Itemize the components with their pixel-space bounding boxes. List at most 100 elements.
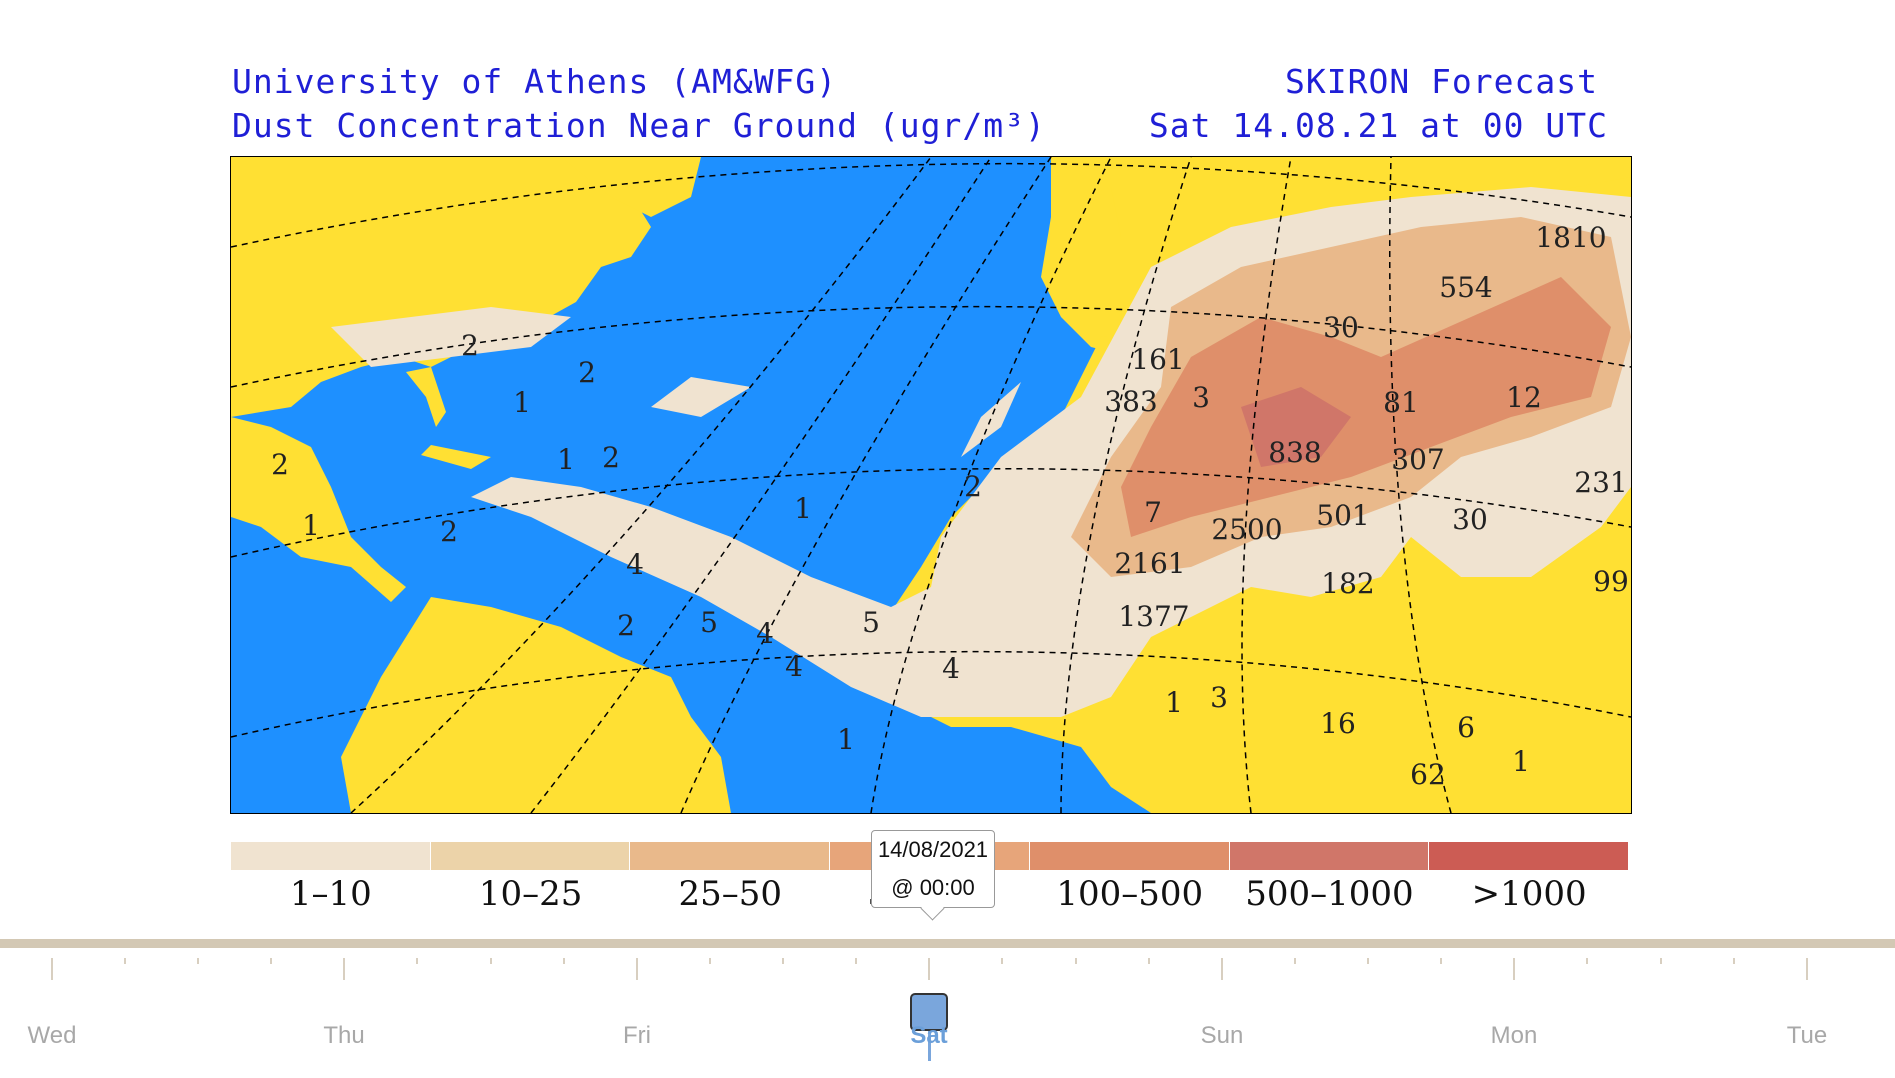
slider-tick [782, 958, 784, 964]
map-value-label: 3 [1210, 681, 1228, 714]
land-greenland [561, 157, 701, 217]
map-value-label: 161 [1131, 343, 1184, 376]
map-header: University of Athens (AM&WFG) Dust Conce… [232, 58, 1630, 158]
map-value-label: 231 [1574, 466, 1627, 499]
slider-tick [124, 958, 126, 964]
legend-label: >1000 [1471, 874, 1587, 914]
land-florida [406, 367, 446, 427]
slider-tick [1221, 958, 1223, 980]
map-value-label: 2 [440, 515, 458, 548]
tooltip-time: @ 00:00 [891, 875, 975, 900]
map-value-label: 5 [862, 606, 880, 639]
map-value-label: 554 [1439, 271, 1492, 304]
map-value-label: 1 [302, 509, 320, 542]
slider-tick [197, 958, 199, 964]
map-value-label: 2 [602, 441, 620, 474]
slider-tick [1806, 958, 1808, 980]
header-forecast-name: SKIRON Forecast [1284, 62, 1598, 101]
day-label-wed[interactable]: Wed [27, 1022, 77, 1049]
graticule [231, 157, 1631, 813]
legend-label: 25–50 [678, 874, 783, 914]
day-label-mon[interactable]: Mon [1490, 1022, 1538, 1049]
map-value-label: 30 [1452, 503, 1488, 536]
time-tooltip: 14/08/2021 @ 00:00 [871, 830, 995, 908]
legend-label: 500–1000 [1245, 874, 1414, 914]
slider-tick [1294, 958, 1296, 964]
map-value-label: 1 [513, 386, 531, 419]
slider-tick [1586, 958, 1589, 964]
legend-swatch [1229, 842, 1430, 870]
header-variable: Dust Concentration Near Ground (ugr/m³) [232, 106, 1046, 145]
slider-tick [1440, 958, 1442, 964]
slider-tick [343, 958, 345, 980]
day-label-sat[interactable]: Sat [910, 1022, 948, 1049]
slider-tick [1074, 958, 1077, 964]
day-label-fri[interactable]: Fri [623, 1022, 651, 1049]
slider-tick [1147, 958, 1150, 964]
land-cuba [421, 445, 491, 469]
map-value-label: 182 [1321, 567, 1374, 600]
map-value-label: 2 [578, 356, 596, 389]
map-value-label: 1 [837, 723, 855, 756]
land-north-america [231, 157, 651, 417]
map-value-label: 2 [964, 470, 982, 503]
slider-tick [1367, 958, 1369, 964]
slider-tick [1513, 958, 1515, 980]
legend-label: 100–500 [1056, 874, 1204, 914]
map-value-label: 383 [1104, 385, 1157, 418]
map-value-label: 16 [1320, 707, 1356, 740]
map-value-label: 7 [1144, 496, 1162, 529]
map-value-label: 1377 [1118, 600, 1189, 633]
map-value-label: 62 [1410, 758, 1446, 791]
dust-500-1000 [1241, 387, 1351, 467]
header-institution: University of Athens (AM&WFG) [232, 62, 838, 101]
legend-swatch [1429, 842, 1630, 870]
day-label-thu[interactable]: Thu [323, 1022, 365, 1049]
land-central-america [231, 417, 406, 602]
map-value-label: 307 [1391, 443, 1444, 476]
slider-tick [1732, 958, 1735, 964]
map-value-label: 30 [1323, 311, 1359, 344]
map-value-label: 4 [785, 650, 803, 683]
map-value-label: 1 [1165, 686, 1183, 719]
legend-label: 1–10 [289, 874, 372, 914]
map-value-label: 1 [794, 492, 812, 525]
slider-tick [1001, 958, 1004, 964]
land-uk [1081, 187, 1121, 267]
map-value-label: 6 [1457, 711, 1475, 744]
map-value-label: 2 [617, 609, 635, 642]
slider-tick [562, 958, 565, 964]
day-label-sun[interactable]: Sun [1200, 1022, 1244, 1049]
dust-pacific [651, 377, 751, 417]
map-value-label: 3 [1192, 381, 1210, 414]
slider-tick [489, 958, 492, 964]
legend-color-bar [231, 842, 1630, 870]
dust-forecast-map: 1810 554 161 383 3 30 81 12 838 307 231 7 2500 501 30 2… [230, 156, 1632, 814]
map-value-label: 1810 [1535, 221, 1606, 254]
slider-handle[interactable] [910, 993, 948, 1031]
dust-caribbean [331, 307, 571, 367]
legend-swatch [630, 842, 831, 870]
time-slider[interactable] [0, 936, 1895, 1078]
map-value-label: 501 [1316, 499, 1369, 532]
map-value-label: 1 [1512, 745, 1530, 778]
map-value-label: 12 [1506, 381, 1542, 414]
map-value-label: 2 [461, 329, 479, 362]
land-south-america [341, 597, 731, 813]
map-value-label: 4 [942, 652, 960, 685]
map-value-label: 2500 [1211, 513, 1282, 546]
slider-tick [636, 958, 638, 980]
tooltip-date: 14/08/2021 [877, 837, 989, 862]
header-forecast-time: Sat 14.08.21 at 00 UTC [1148, 106, 1608, 145]
map-value-label: 1 [557, 443, 575, 476]
map-value-label: 4 [756, 617, 774, 650]
slider-tick [416, 958, 419, 964]
dust-100-500 [1121, 277, 1611, 537]
slider-tick [270, 958, 272, 964]
map-value-label: 2 [271, 448, 289, 481]
day-label-tue[interactable]: Tue [1786, 1022, 1828, 1049]
legend-swatch [231, 842, 431, 870]
slider-tick [709, 958, 711, 964]
slider-track[interactable] [0, 939, 1895, 948]
